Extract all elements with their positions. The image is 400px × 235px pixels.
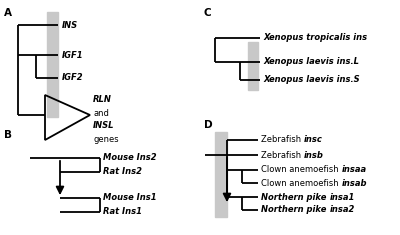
- Text: insc: insc: [304, 136, 323, 145]
- Text: Northern pike: Northern pike: [261, 192, 329, 201]
- Text: INSL: INSL: [93, 121, 114, 130]
- Text: Rat Ins1: Rat Ins1: [103, 208, 142, 216]
- Bar: [215, 132, 227, 217]
- Text: Zebrafish: Zebrafish: [261, 136, 304, 145]
- Text: A: A: [4, 8, 12, 18]
- Text: insb: insb: [304, 150, 324, 160]
- Text: INS: INS: [62, 20, 78, 30]
- Text: Xenopus laevis ins.S: Xenopus laevis ins.S: [263, 75, 360, 85]
- Text: Zebrafish: Zebrafish: [261, 150, 304, 160]
- Text: RLN: RLN: [93, 95, 112, 105]
- Text: insab: insab: [341, 179, 367, 188]
- Text: and: and: [93, 109, 109, 118]
- Text: insa1: insa1: [329, 192, 355, 201]
- Bar: [47, 12, 58, 117]
- Text: B: B: [4, 130, 12, 140]
- Text: Xenopus laevis ins.L: Xenopus laevis ins.L: [263, 58, 359, 67]
- Text: genes: genes: [93, 134, 119, 144]
- Text: Mouse Ins2: Mouse Ins2: [103, 153, 157, 162]
- Text: Clown anemoefish: Clown anemoefish: [261, 179, 341, 188]
- Text: Clown anemoefish: Clown anemoefish: [261, 165, 341, 175]
- Text: IGF2: IGF2: [62, 74, 84, 82]
- Text: Mouse Ins1: Mouse Ins1: [103, 193, 157, 203]
- Text: insa2: insa2: [329, 205, 355, 215]
- Bar: [248, 42, 258, 90]
- Text: Rat Ins2: Rat Ins2: [103, 168, 142, 176]
- Text: C: C: [204, 8, 212, 18]
- Text: Northern pike: Northern pike: [261, 205, 329, 215]
- Text: D: D: [204, 120, 213, 130]
- Text: insaa: insaa: [341, 165, 366, 175]
- Text: IGF1: IGF1: [62, 51, 84, 59]
- Text: Xenopus tropicalis ins: Xenopus tropicalis ins: [263, 34, 367, 43]
